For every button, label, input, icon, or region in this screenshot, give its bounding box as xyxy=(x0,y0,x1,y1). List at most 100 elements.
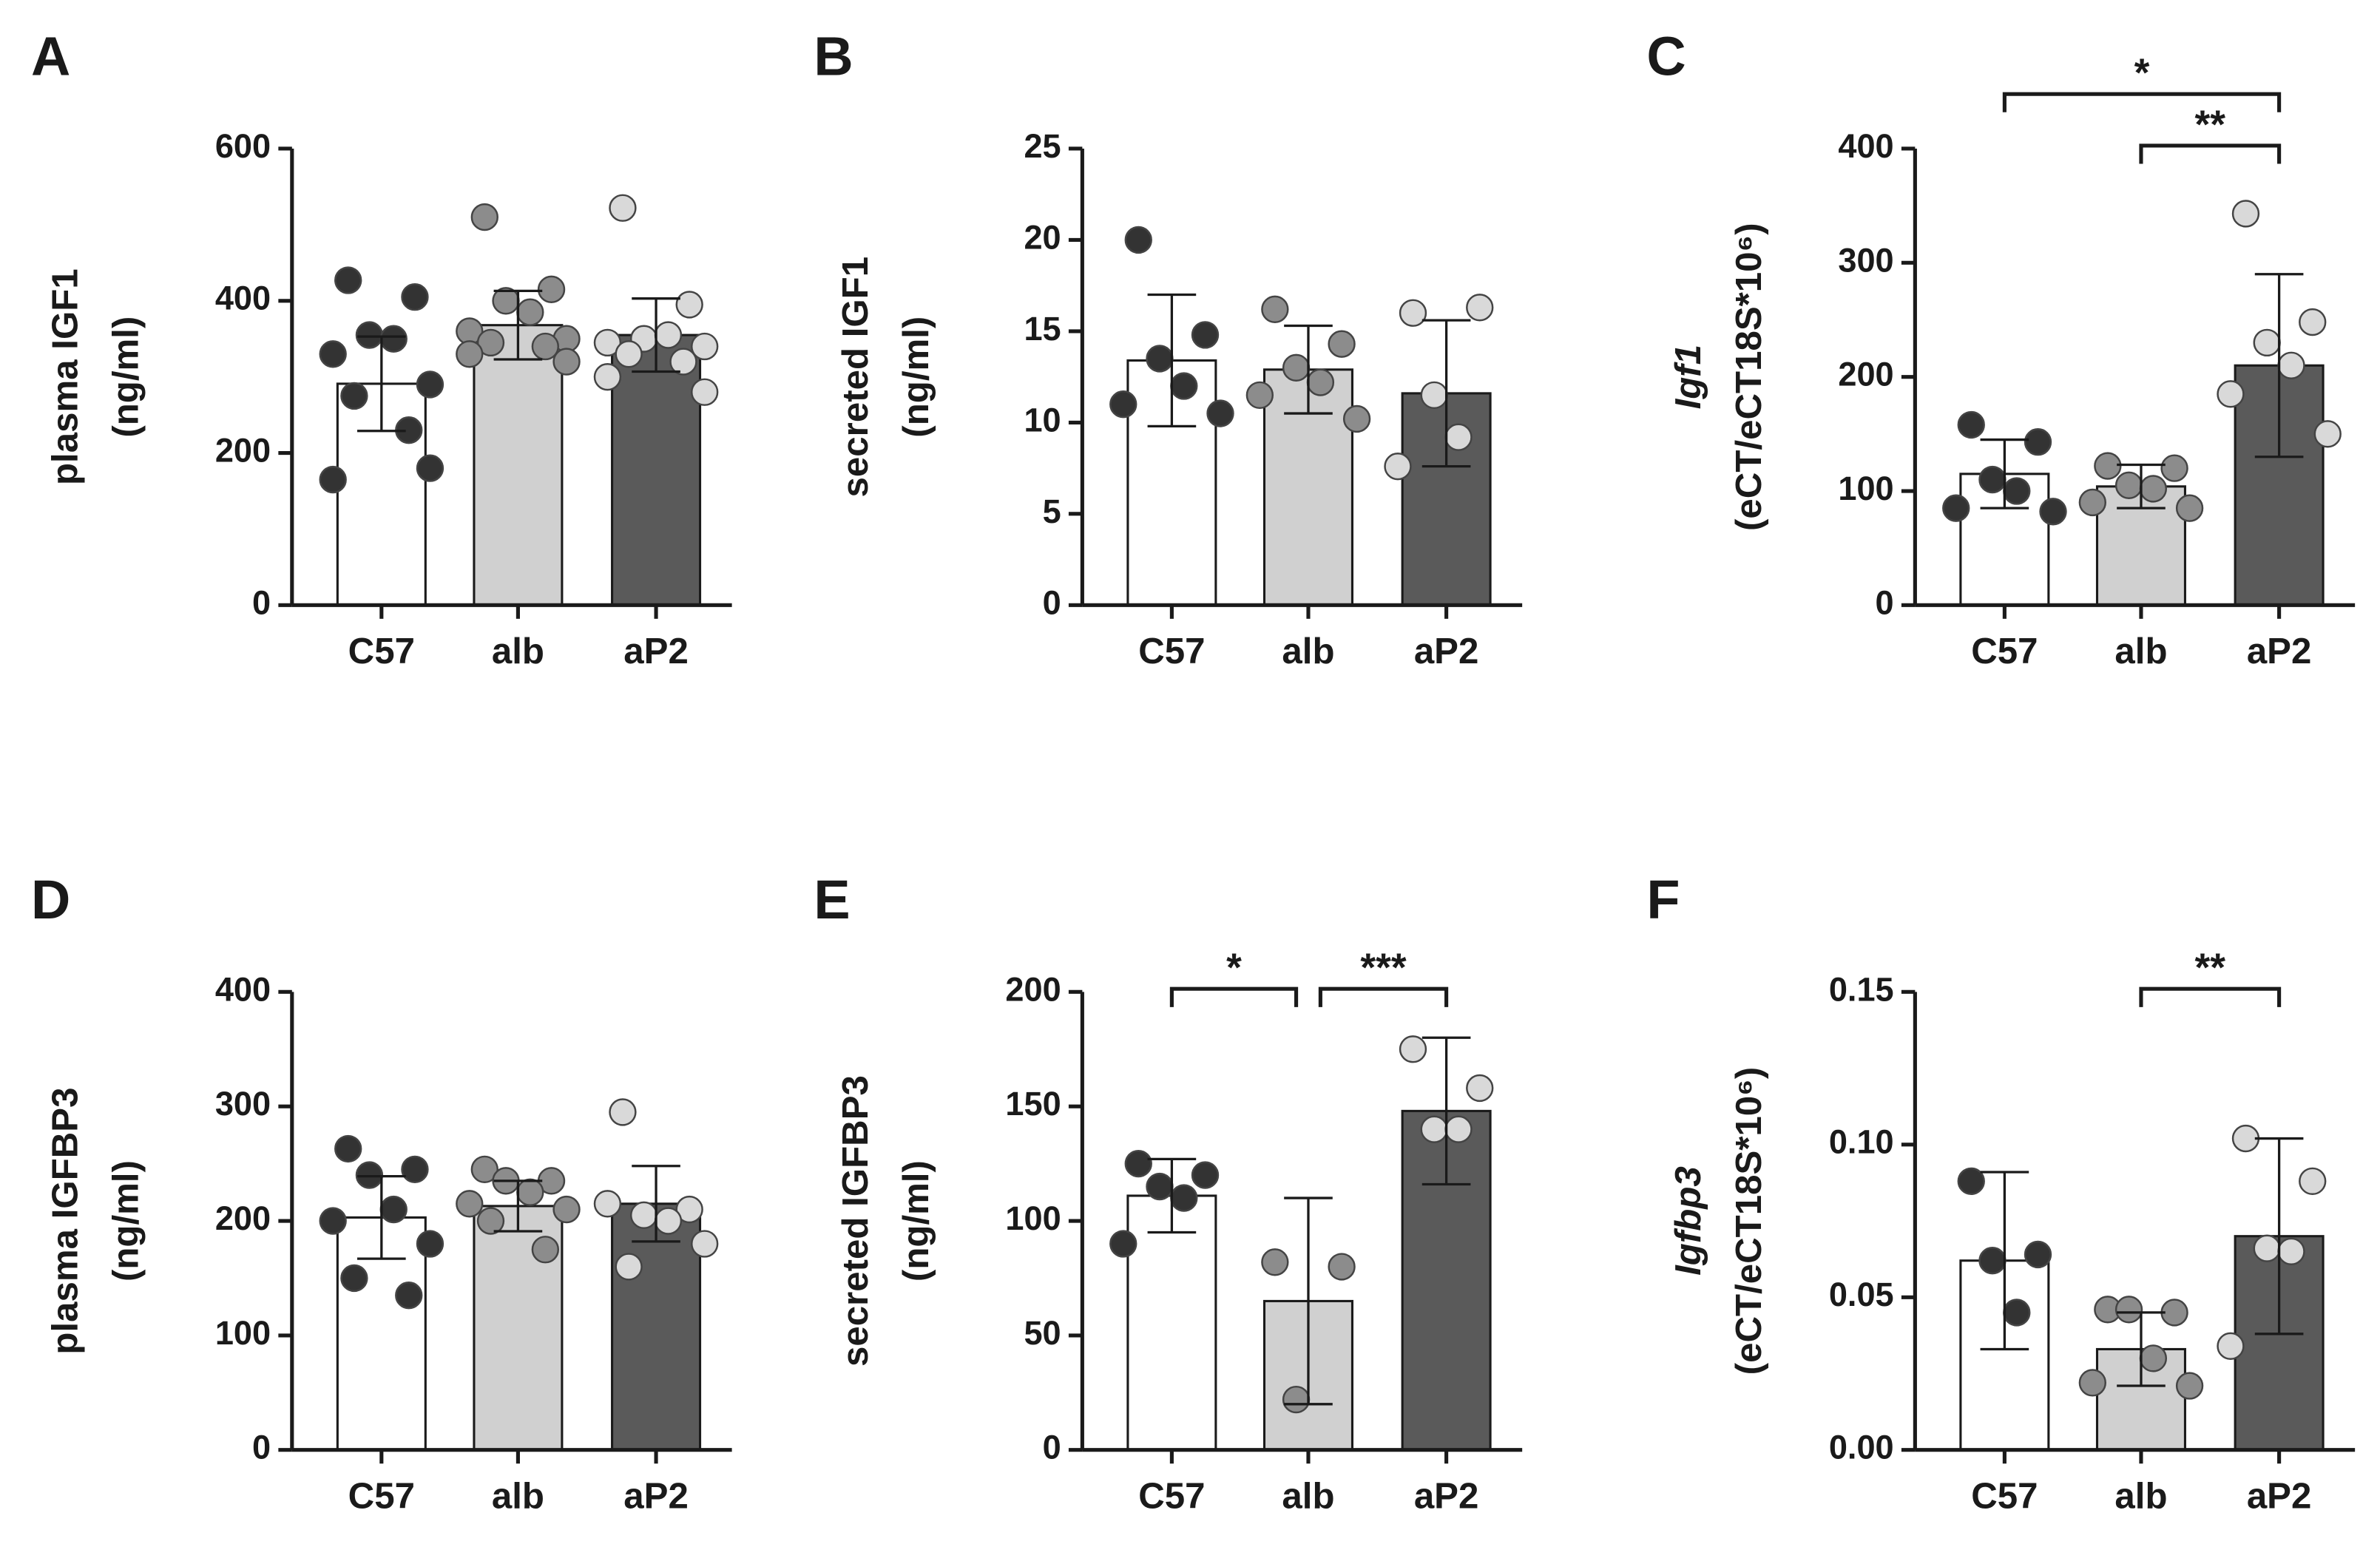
data-point xyxy=(609,194,637,222)
data-point xyxy=(1206,399,1234,427)
x-tick-label: aP2 xyxy=(623,1475,689,1516)
data-point xyxy=(416,1230,444,1258)
panel-letter: E xyxy=(814,869,850,930)
y-tick-label: 0 xyxy=(252,583,271,621)
x-tick-label: aP2 xyxy=(2247,631,2312,671)
data-point xyxy=(1146,345,1174,373)
data-point xyxy=(319,465,347,494)
data-point xyxy=(2024,427,2052,456)
error-bar xyxy=(2117,1311,2166,1387)
data-point xyxy=(1170,1184,1198,1212)
error-bar xyxy=(632,1165,680,1243)
bar xyxy=(611,334,702,606)
data-point xyxy=(1191,1161,1220,1189)
data-point xyxy=(1282,1385,1311,1414)
data-point xyxy=(2253,328,2281,357)
data-point xyxy=(1342,404,1371,433)
data-point xyxy=(1261,295,1289,323)
data-point xyxy=(516,298,544,326)
data-point xyxy=(355,321,384,349)
data-point xyxy=(1384,453,1412,481)
y-tick-label: 0 xyxy=(1043,583,1061,621)
y-axis-label: (ng/ml) xyxy=(896,1160,936,1282)
error-bar xyxy=(1980,1171,2029,1351)
data-point xyxy=(552,1195,581,1224)
panel-letter: B xyxy=(814,26,853,87)
significance-bracket xyxy=(2002,92,2282,112)
y-tick-label: 20 xyxy=(1024,218,1061,256)
y-tick-label: 200 xyxy=(215,1199,271,1237)
data-point xyxy=(516,1178,544,1206)
significance-label: *** xyxy=(1360,947,1406,990)
x-tick-label: C57 xyxy=(1138,631,1205,671)
data-point xyxy=(537,275,566,304)
data-point xyxy=(395,1282,423,1310)
x-tick-label: aP2 xyxy=(1414,1475,1479,1516)
data-point xyxy=(2160,1299,2188,1327)
data-point xyxy=(2277,351,2305,379)
data-point xyxy=(2039,498,2067,526)
error-bar xyxy=(357,1175,406,1260)
data-point xyxy=(2114,471,2143,499)
data-point xyxy=(476,1207,505,1235)
data-point xyxy=(1328,330,1356,358)
y-tick-label: 0.00 xyxy=(1829,1429,1894,1466)
data-point xyxy=(593,363,622,391)
data-point xyxy=(1420,381,1448,410)
data-point xyxy=(1306,368,1335,396)
error-bar xyxy=(1284,324,1333,415)
x-tick-label: aP2 xyxy=(1414,631,1479,671)
data-point xyxy=(1328,1253,1356,1281)
data-point xyxy=(691,332,719,361)
error-bar xyxy=(1147,293,1197,427)
y-tick-label: 300 xyxy=(215,1085,271,1123)
data-point xyxy=(629,1201,658,1229)
data-point xyxy=(1124,226,1152,254)
data-point xyxy=(1942,494,1970,522)
data-point xyxy=(1282,353,1311,382)
data-point xyxy=(1124,1149,1152,1178)
data-point xyxy=(334,1134,362,1163)
data-point xyxy=(615,1253,643,1281)
y-tick-label: 0.10 xyxy=(1829,1123,1894,1161)
error-bar xyxy=(2254,1137,2304,1336)
error-bar xyxy=(357,335,406,433)
data-point xyxy=(2114,1296,2143,1324)
data-point xyxy=(2139,1344,2168,1372)
significance-label: ** xyxy=(2195,947,2226,990)
significance-label: ** xyxy=(2195,103,2226,146)
data-point xyxy=(2175,494,2204,522)
significance-bracket xyxy=(1169,986,1299,1007)
data-point xyxy=(2217,380,2245,408)
data-point xyxy=(2231,1124,2260,1153)
y-tick-label: 200 xyxy=(1005,970,1061,1008)
data-point xyxy=(1245,381,1274,410)
data-point xyxy=(1191,321,1220,349)
y-tick-label: 0 xyxy=(1876,583,1894,621)
y-tick-label: 0.05 xyxy=(1829,1276,1894,1313)
data-point xyxy=(1170,372,1198,400)
data-point xyxy=(1109,390,1137,419)
data-point xyxy=(334,266,362,294)
error-bar xyxy=(493,289,543,361)
x-tick-label: alb xyxy=(1282,1475,1334,1516)
x-tick-label: C57 xyxy=(348,631,415,671)
data-point xyxy=(1957,410,1985,439)
data-point xyxy=(456,340,484,368)
data-point xyxy=(1978,1247,2007,1275)
data-point xyxy=(552,348,581,376)
error-bar xyxy=(1421,319,1471,468)
error-bar xyxy=(1147,1157,1197,1234)
x-tick-label: C57 xyxy=(348,1475,415,1516)
y-tick-label: 400 xyxy=(1838,127,1893,165)
data-point xyxy=(654,321,683,349)
panel-letter: D xyxy=(31,869,70,930)
y-tick-label: 100 xyxy=(215,1314,271,1352)
data-point xyxy=(531,332,559,361)
x-tick-label: alb xyxy=(1282,631,1334,671)
data-point xyxy=(2175,1372,2204,1400)
data-point xyxy=(340,1264,368,1293)
error-bar xyxy=(2117,463,2166,510)
data-point xyxy=(416,370,444,399)
data-point xyxy=(609,1098,637,1126)
